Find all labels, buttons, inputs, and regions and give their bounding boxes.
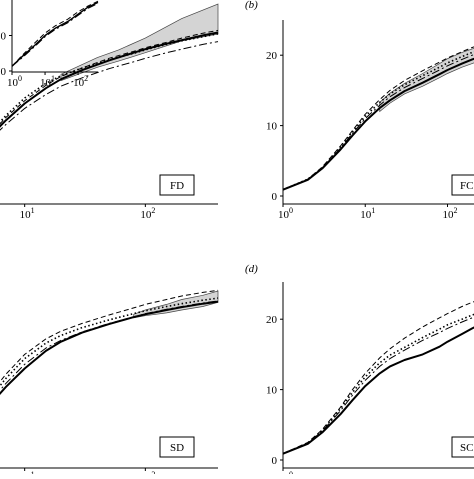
panel-label: (b) bbox=[245, 0, 258, 11]
series-line-solid-thick bbox=[0, 300, 219, 395]
panel-tag-box bbox=[159, 174, 195, 196]
inset-chart: 100 101 102 0 0 bbox=[1, 0, 99, 89]
series-line-dashdot bbox=[0, 41, 219, 131]
panel-tag-box bbox=[451, 436, 474, 458]
series-line-dotted bbox=[282, 313, 474, 455]
x-tick-label: 100 bbox=[278, 206, 293, 221]
x-tick-label: 101 bbox=[360, 206, 375, 221]
panel-label: (d) bbox=[245, 263, 258, 275]
series-line-dotted bbox=[0, 297, 219, 387]
x-tick-label: 102 bbox=[140, 470, 155, 474]
panel-tag: SC bbox=[460, 442, 473, 454]
series-line-dashed bbox=[11, 0, 99, 67]
panel-tag: FD bbox=[170, 180, 184, 192]
y-tick-label: 10 bbox=[266, 385, 278, 397]
panel-tag: FC bbox=[460, 180, 473, 192]
panel-tag: SD bbox=[170, 442, 184, 454]
series-line-dotted bbox=[282, 50, 474, 191]
panel-tag-box bbox=[451, 174, 474, 196]
series-line-dashed bbox=[0, 289, 219, 383]
y-tick-label: 10 bbox=[266, 121, 278, 133]
x-tick-label: 101 bbox=[20, 470, 35, 474]
x-tick-label: 102 bbox=[73, 74, 88, 89]
x-tick-label: 100 bbox=[7, 74, 22, 89]
panel-c: SD 101 102 bbox=[0, 289, 219, 479]
series-line-dashdot bbox=[11, 3, 99, 67]
y-tick-label: 0 bbox=[272, 191, 278, 203]
y-tick-label: 0 bbox=[272, 455, 278, 467]
series-line-dashdot bbox=[282, 53, 474, 191]
series-line-dotted bbox=[0, 33, 219, 124]
uncertainty-band bbox=[379, 47, 474, 113]
panel-tag-box bbox=[159, 436, 195, 458]
series-line-solid-thick bbox=[282, 326, 474, 455]
panel-d: (d) SC 1000 10 20 bbox=[245, 263, 474, 479]
y-tick-label: 0 bbox=[1, 66, 7, 78]
y-tick-label: 20 bbox=[266, 50, 278, 62]
series-line-dashdot bbox=[0, 300, 219, 391]
x-tick-label: 101 bbox=[40, 74, 55, 89]
y-tick-label: 20 bbox=[266, 314, 278, 326]
y-tick-label: 0 bbox=[1, 31, 7, 43]
series-line-solid bbox=[11, 1, 99, 67]
x-tick-label: 102 bbox=[140, 206, 155, 221]
x-tick-label: 100 bbox=[278, 470, 293, 474]
x-tick-label: 102 bbox=[442, 206, 457, 221]
x-tick-label: 101 bbox=[20, 206, 35, 221]
series-line-dashed bbox=[282, 46, 474, 191]
series-line-dashdot bbox=[282, 316, 474, 455]
panel-a: FD 101 102 bbox=[0, 3, 219, 221]
series-line-solid-thick bbox=[282, 57, 474, 191]
